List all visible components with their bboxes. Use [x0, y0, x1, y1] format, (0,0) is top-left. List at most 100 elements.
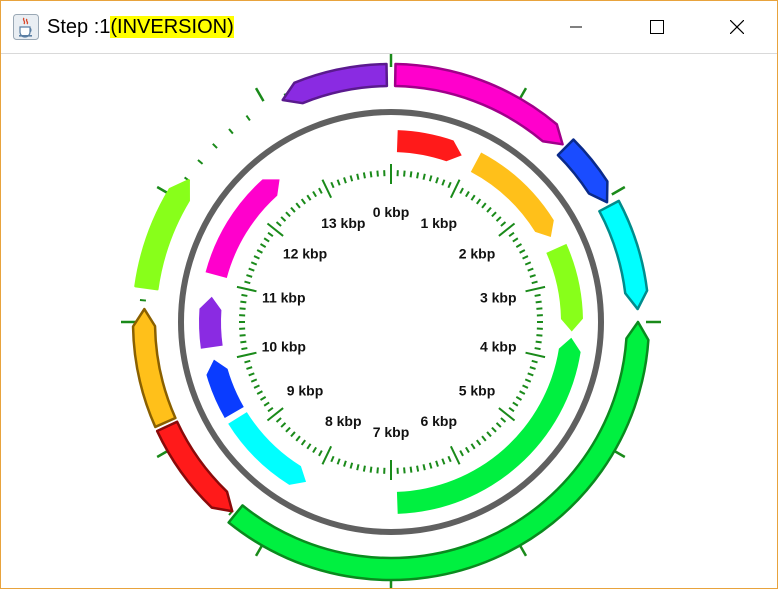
- scale-tick: [449, 445, 461, 465]
- scale-tick: [508, 407, 515, 413]
- scale-tick: [403, 467, 406, 474]
- scale-tick: [290, 206, 296, 213]
- scale-tick: [416, 172, 420, 179]
- scale-tick: [267, 407, 274, 413]
- outer-gene-segment: [281, 62, 389, 105]
- scale-tick: [476, 439, 482, 446]
- inner-gene-segment: [396, 130, 462, 162]
- inner-gene-segment: [206, 359, 244, 418]
- scale-tick: [465, 446, 470, 453]
- scale-tick: [531, 280, 538, 285]
- maximize-icon: [650, 20, 664, 34]
- scale-tick: [306, 443, 312, 450]
- scale-tick: [441, 458, 446, 465]
- outer-gene-segment: [131, 307, 177, 429]
- scale-tick: [529, 366, 536, 370]
- scale-label: 8 kbp: [325, 413, 362, 429]
- scale-label: 1 kbp: [420, 215, 457, 231]
- scale-tick: [356, 464, 360, 471]
- scale-tick: [300, 439, 306, 446]
- inner-gene-segment: [198, 296, 223, 349]
- scale-tick: [459, 450, 464, 457]
- scale-tick: [435, 460, 439, 467]
- scale-tick: [534, 347, 541, 351]
- scale-tick: [336, 179, 341, 186]
- scale-tick: [527, 372, 534, 377]
- outer-tick: [228, 128, 234, 135]
- scale-tick: [285, 211, 291, 218]
- title-bar[interactable]: Step :1(INVERSION): [1, 1, 777, 54]
- scale-tick: [512, 401, 519, 407]
- outer-gene-segment: [556, 138, 609, 204]
- scale-tick: [409, 171, 413, 178]
- scale-tick: [318, 450, 323, 457]
- scale-tick: [295, 435, 301, 442]
- scale-tick: [522, 384, 529, 389]
- scale-tick: [280, 216, 287, 222]
- scale-tick: [239, 334, 246, 337]
- outer-tick: [611, 185, 626, 196]
- scale-tick: [244, 359, 251, 364]
- scale-tick: [330, 455, 335, 463]
- scale-tick: [428, 462, 433, 469]
- scale-tick: [491, 211, 497, 218]
- scale-tick: [306, 194, 312, 201]
- scale-tick: [349, 175, 354, 182]
- scale-label: 4 kbp: [480, 338, 517, 354]
- scale-tick: [369, 466, 373, 473]
- scale-tick: [447, 455, 452, 463]
- scale-tick: [266, 407, 284, 422]
- outer-gene-segment: [227, 320, 650, 582]
- scale-tick: [250, 378, 258, 383]
- scale-tick: [263, 237, 270, 243]
- scale-label: 9 kbp: [287, 383, 324, 399]
- scale-tick: [529, 274, 536, 278]
- maximize-button[interactable]: [627, 1, 687, 53]
- scale-tick: [330, 181, 335, 189]
- scale-tick: [481, 435, 487, 442]
- outer-tick: [245, 115, 251, 122]
- scale-tick: [428, 175, 433, 182]
- minimize-icon: [570, 26, 582, 28]
- scale-tick: [486, 206, 492, 213]
- scale-tick: [495, 216, 502, 222]
- scale-tick: [336, 458, 341, 465]
- scale-tick: [422, 173, 426, 180]
- inner-gene-segment: [546, 243, 583, 332]
- scale-label: 13 kbp: [321, 215, 365, 231]
- scale-label: 12 kbp: [283, 245, 327, 261]
- scale-tick: [369, 171, 373, 178]
- scale-tick: [403, 170, 406, 177]
- outer-gene-segment: [598, 199, 649, 311]
- scale-tick: [356, 173, 360, 180]
- scale-tick: [260, 243, 267, 248]
- scale-tick: [416, 465, 420, 472]
- scale-tick: [253, 384, 260, 389]
- scale-tick: [535, 340, 542, 344]
- scale-tick: [476, 198, 482, 205]
- scale-tick: [525, 285, 546, 293]
- scale-tick: [498, 222, 516, 237]
- scale-label: 7 kbp: [373, 424, 410, 440]
- outer-tick: [254, 87, 265, 102]
- scale-tick: [300, 198, 306, 205]
- scale-tick: [522, 255, 529, 260]
- outer-tick: [139, 299, 147, 302]
- scale-tick: [244, 280, 251, 285]
- close-button[interactable]: [707, 1, 767, 53]
- scale-tick: [531, 359, 538, 364]
- scale-tick: [515, 396, 522, 401]
- minimize-button[interactable]: [546, 1, 606, 53]
- inner-gene-segment: [396, 337, 581, 514]
- scale-tick: [248, 372, 255, 377]
- scale-label: 5 kbp: [459, 383, 496, 399]
- scale-tick: [275, 417, 282, 423]
- scale-tick: [524, 378, 532, 383]
- scale-tick: [500, 417, 507, 423]
- java-cup-icon: [13, 14, 39, 40]
- title-highlight: (INVERSION): [110, 16, 234, 38]
- scale-tick: [495, 422, 502, 428]
- inner-gene-segment: [470, 152, 554, 238]
- scale-tick: [343, 460, 347, 467]
- scale-tick: [459, 187, 464, 194]
